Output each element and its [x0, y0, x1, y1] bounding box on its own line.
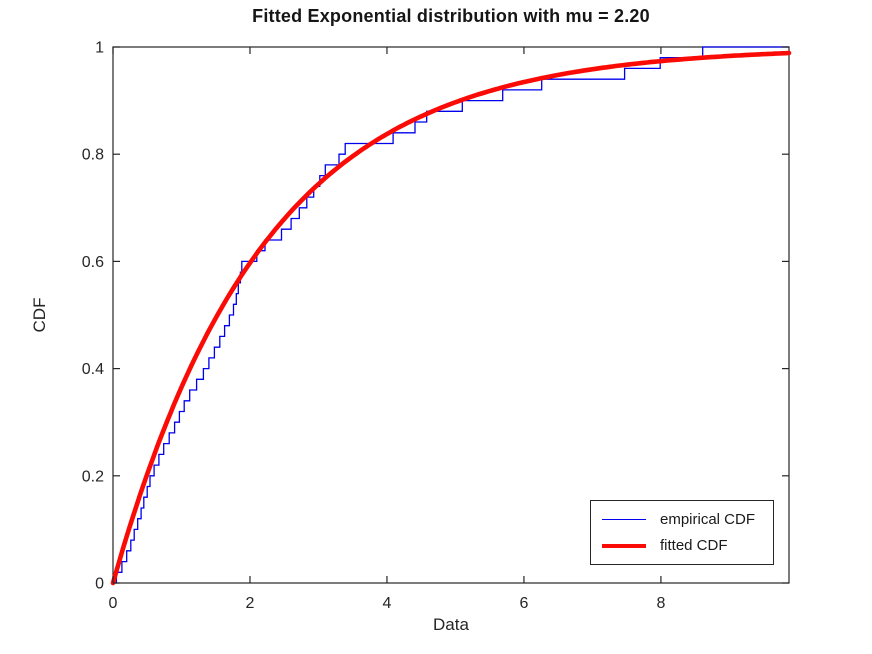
- x-tick-label: 6: [519, 595, 528, 612]
- x-tick-label: 8: [656, 595, 665, 612]
- fitted-line-sample-icon: [602, 543, 646, 548]
- fitted-cdf-line: [110, 50, 792, 586]
- y-tick-label: 0.2: [82, 468, 104, 485]
- y-tick-label: 0.4: [82, 361, 104, 378]
- y-tick-label: 0.6: [82, 254, 104, 271]
- x-tick-label: 0: [109, 595, 118, 612]
- y-tick-label: 0: [95, 576, 104, 593]
- legend: empirical CDF fitted CDF: [590, 500, 774, 565]
- legend-item-fitted: fitted CDF: [591, 537, 773, 554]
- y-tick-label: 1: [95, 40, 104, 57]
- x-tick-label: 4: [383, 595, 392, 612]
- axes-box: [112, 46, 790, 584]
- chart-title: Fitted Exponential distribution with mu …: [252, 6, 650, 26]
- x-axis-label: Data: [433, 615, 469, 634]
- x-tick-label: 2: [246, 595, 255, 612]
- empirical-cdf-line: [113, 46, 789, 584]
- empirical-line-sample-icon: [602, 519, 646, 520]
- legend-item-empirical: empirical CDF: [591, 511, 773, 528]
- y-axis-label: CDF: [30, 297, 49, 333]
- legend-label-fitted: fitted CDF: [660, 537, 728, 554]
- y-tick-label: 0.8: [82, 147, 104, 164]
- legend-label-empirical: empirical CDF: [660, 511, 756, 528]
